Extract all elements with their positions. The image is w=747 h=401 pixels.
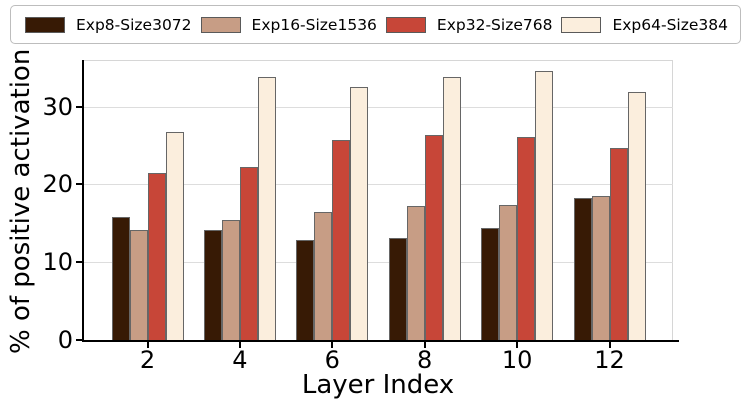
bar-Exp64-Size384-layer-4 — [257, 77, 276, 340]
gridline-y-30 — [83, 106, 673, 108]
x-tick-mark-8 — [423, 342, 426, 348]
bar-Exp32-Size768-layer-6 — [332, 140, 351, 340]
y-tick-mark-10 — [76, 261, 82, 264]
bar-Exp16-Size1536-layer-4 — [221, 220, 240, 340]
bar-Exp32-Size768-layer-8 — [424, 134, 443, 340]
x-tick-label-4: 4 — [232, 346, 248, 374]
bar-Exp8-Size3072-layer-4 — [203, 229, 222, 340]
bar-Exp64-Size384-layer-2 — [165, 132, 184, 340]
bar-Exp16-Size1536-layer-2 — [129, 230, 148, 340]
legend-item-Exp64-Size384: Exp64-Size384 — [561, 16, 728, 34]
y-tick-label-10: 10 — [42, 248, 73, 277]
legend-label: Exp32-Size768 — [436, 15, 553, 34]
x-tick-label-12: 12 — [594, 346, 625, 374]
x-tick-label-6: 6 — [324, 346, 340, 374]
bar-Exp8-Size3072-layer-12 — [573, 198, 592, 340]
legend-label: Exp64-Size384 — [612, 15, 728, 34]
legend-swatch-Exp16-Size1536 — [200, 16, 241, 33]
bar-Exp32-Size768-layer-4 — [239, 167, 258, 340]
y-tick-mark-30 — [76, 105, 82, 108]
gridline-y-10 — [83, 262, 673, 264]
y-tick-mark-20 — [76, 183, 82, 186]
bar-Exp32-Size768-layer-2 — [147, 172, 166, 340]
y-tick-mark-0 — [76, 339, 82, 341]
y-tick-label-0: 0 — [57, 326, 73, 354]
bar-Exp8-Size3072-layer-6 — [296, 239, 315, 340]
bar-Exp8-Size3072-layer-10 — [481, 228, 500, 340]
plot-area — [83, 60, 673, 340]
y-tick-label-30: 30 — [42, 92, 73, 121]
bar-Exp32-Size768-layer-12 — [609, 147, 628, 340]
x-tick-label-10: 10 — [501, 346, 533, 374]
right-spine — [672, 60, 673, 340]
gridline-y-20 — [83, 184, 673, 186]
legend-swatch-Exp8-Size3072 — [25, 16, 65, 33]
x-tick-mark-4 — [238, 342, 241, 348]
legend-item-Exp16-Size1536: Exp16-Size1536 — [200, 15, 377, 34]
bar-Exp16-Size1536-layer-8 — [406, 206, 425, 340]
y-axis-spine — [81, 60, 84, 341]
bar-Exp64-Size384-layer-6 — [350, 87, 369, 340]
x-tick-label-8: 8 — [417, 346, 433, 374]
bar-Exp16-Size1536-layer-10 — [499, 204, 518, 340]
x-axis-spine — [81, 340, 679, 342]
top-spine — [83, 60, 673, 61]
bar-Exp8-Size3072-layer-8 — [388, 238, 407, 340]
legend-item-Exp8-Size3072: Exp8-Size3072 — [25, 16, 192, 34]
legend-label: Exp16-Size1536 — [251, 15, 377, 34]
bar-Exp16-Size1536-layer-12 — [591, 196, 610, 340]
chart-legend: Exp8-Size3072 Exp16-Size1536 Exp32-Size768… — [10, 5, 741, 44]
x-tick-mark-12 — [608, 342, 611, 348]
x-tick-mark-2 — [146, 342, 149, 348]
bar-Exp64-Size384-layer-8 — [442, 77, 461, 340]
x-tick-mark-10 — [516, 342, 519, 348]
bar-Exp32-Size768-layer-10 — [517, 137, 536, 340]
y-tick-label-20: 20 — [42, 170, 73, 199]
bar-Exp8-Size3072-layer-2 — [111, 217, 130, 340]
bar-Exp64-Size384-layer-10 — [535, 70, 554, 340]
x-tick-mark-6 — [331, 342, 334, 348]
legend-item-Exp32-Size768: Exp32-Size768 — [385, 15, 553, 34]
bar-Exp64-Size384-layer-12 — [627, 91, 646, 340]
x-tick-label-2: 2 — [139, 346, 156, 374]
legend-swatch-Exp32-Size768 — [385, 16, 426, 33]
legend-label: Exp8-Size3072 — [76, 15, 192, 34]
legend-swatch-Exp64-Size384 — [561, 16, 602, 33]
x-axis-label: Layer Index — [301, 370, 455, 400]
bar-Exp16-Size1536-layer-6 — [314, 212, 333, 340]
